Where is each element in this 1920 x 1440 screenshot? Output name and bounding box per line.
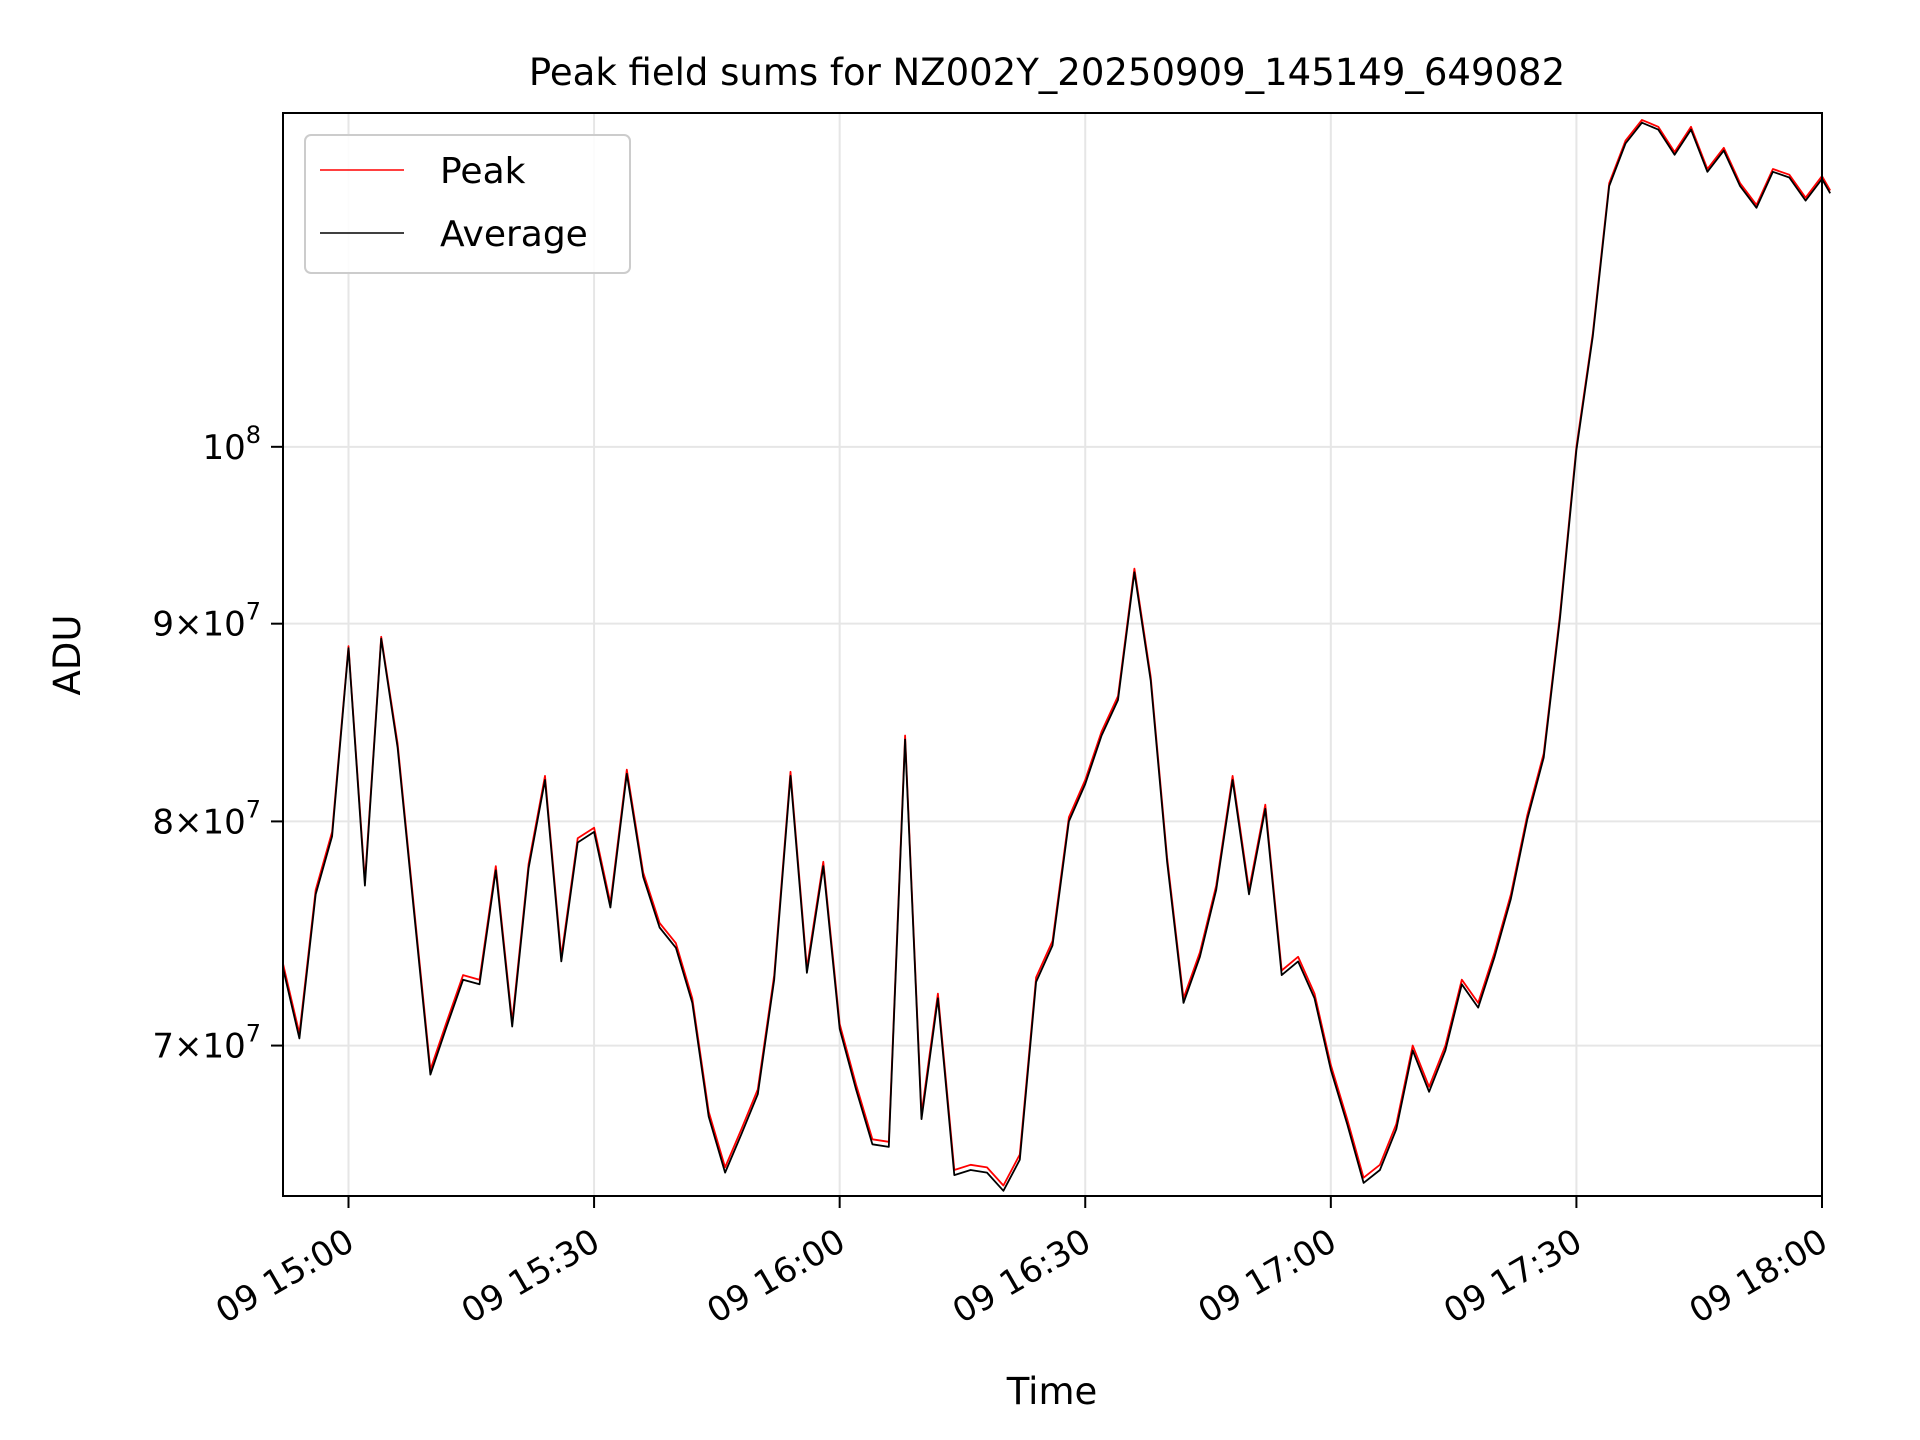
y-tick-label: 7×107 — [152, 1020, 261, 1067]
y-tick-label: 108 — [202, 421, 261, 468]
chart-title: Peak field sums for NZ002Y_20250909_1451… — [529, 51, 1565, 94]
plot-frame — [282, 112, 1823, 1197]
grid-lines — [283, 113, 1823, 1196]
legend-label-peak: Peak — [440, 151, 526, 192]
plot-series — [282, 119, 1831, 1192]
legend-label-average: Average — [440, 214, 588, 255]
series-line-average — [282, 121, 1831, 1192]
y-axis-ticks: 7×107 8×107 9×107 108 — [152, 421, 283, 1067]
y-tick-label: 8×107 — [152, 795, 261, 842]
y-axis-label: ADU — [46, 615, 89, 696]
legend: Peak Average — [304, 134, 631, 274]
x-axis-label: Time — [1006, 1370, 1098, 1413]
y-tick-label: 9×107 — [152, 598, 261, 645]
